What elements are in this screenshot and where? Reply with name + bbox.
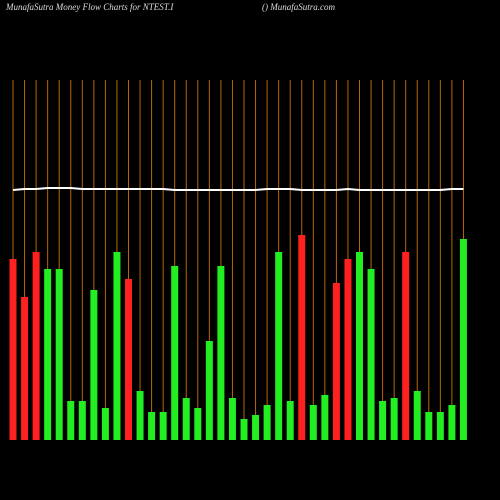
bar — [159, 412, 167, 440]
bar — [321, 395, 329, 440]
bar — [90, 290, 98, 440]
bar — [390, 398, 398, 440]
bar — [252, 415, 260, 440]
bar — [67, 401, 75, 440]
bar — [228, 398, 236, 440]
bar — [32, 252, 40, 440]
bar — [263, 405, 271, 440]
bar — [332, 283, 340, 440]
bar — [21, 297, 29, 440]
bar — [113, 252, 121, 440]
chart-title: MunafaSutra Money Flow Charts for NTEST.… — [5, 2, 174, 12]
bar — [78, 401, 86, 440]
bar — [194, 408, 202, 440]
bar — [171, 266, 179, 440]
bar — [182, 398, 190, 440]
bar — [379, 401, 387, 440]
bar — [356, 252, 363, 440]
bar — [298, 235, 306, 440]
bar — [425, 412, 433, 440]
money-flow-line — [12, 187, 464, 191]
bar — [344, 259, 352, 440]
bar — [148, 412, 156, 440]
bar — [413, 391, 421, 440]
bar — [44, 269, 52, 440]
bar — [459, 239, 467, 440]
bar — [367, 269, 375, 440]
bar — [275, 252, 283, 440]
bar — [309, 405, 317, 440]
bar — [101, 408, 109, 440]
bar — [125, 279, 132, 440]
bar — [402, 252, 410, 440]
bar — [205, 341, 213, 440]
bar — [448, 405, 456, 440]
chart-subtitle: () MunafaSutra.com — [262, 2, 335, 12]
bar — [55, 269, 63, 440]
bar — [217, 266, 225, 440]
bar — [286, 401, 294, 440]
bar — [240, 419, 248, 440]
bar — [136, 391, 144, 440]
bar — [436, 412, 444, 440]
bar — [9, 259, 17, 440]
